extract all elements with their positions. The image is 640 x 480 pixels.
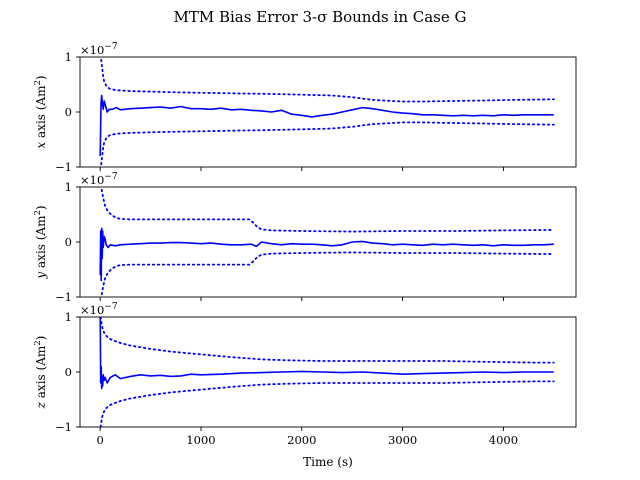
y-tick-label: −1 [55,420,72,434]
y-tick-label: 0 [65,365,72,379]
bound-line-1 [100,188,555,233]
plot-frame [79,56,577,168]
y-tick-label: 0 [65,235,72,249]
plot-frame [79,186,577,298]
x-tick-label: 3000 [388,433,417,447]
y-tick-label: 0 [65,105,72,119]
chart-title: MTM Bias Error 3-σ Bounds in Case G [173,8,466,26]
x-tick-label: 2000 [287,433,316,447]
bound-line-2 [99,380,555,427]
subplot-y-axis: −1 0 1 ×10−7 y axis (Am2) [33,172,577,304]
y-tick-label: −1 [55,290,72,304]
x-axis-label: Time (s) [303,455,353,469]
y-axis-label: z axis (Am2) [33,336,48,410]
y-multiplier: ×10−7 [80,42,118,57]
bias-error-line [99,227,554,282]
y-axis-label: x axis (Am2) [33,75,48,148]
series-group [99,317,555,427]
y-tick-label: −1 [55,160,72,174]
series-group [99,58,555,166]
series-group [99,188,555,296]
bound-line-1 [99,317,555,364]
x-tick-label: 0 [96,433,103,447]
x-tick-label: 4000 [489,433,518,447]
y-axis-label: y axis (Am2) [33,205,48,279]
bound-line-1 [100,58,555,103]
y-multiplier: ×10−7 [80,172,118,187]
subplot-z-axis: −1 0 1 0 1000 2000 3000 4000 ×10−7 z axis (Am2) [33,302,577,447]
y-multiplier: ×10−7 [80,302,118,317]
bound-line-2 [100,121,555,166]
bias-error-line [99,317,554,390]
y-tick-label: 1 [65,180,72,194]
bound-line-2 [100,251,555,296]
y-tick-label: 1 [65,50,72,64]
y-tick-label: 1 [65,310,72,324]
bias-error-line [99,94,554,157]
subplot-x-axis: −1 0 1 ×10−7 x axis (Am2) [33,42,577,174]
x-tick-label: 1000 [186,433,215,447]
